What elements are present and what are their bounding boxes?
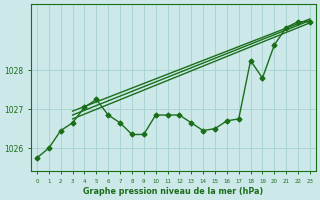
X-axis label: Graphe pression niveau de la mer (hPa): Graphe pression niveau de la mer (hPa) (83, 187, 264, 196)
